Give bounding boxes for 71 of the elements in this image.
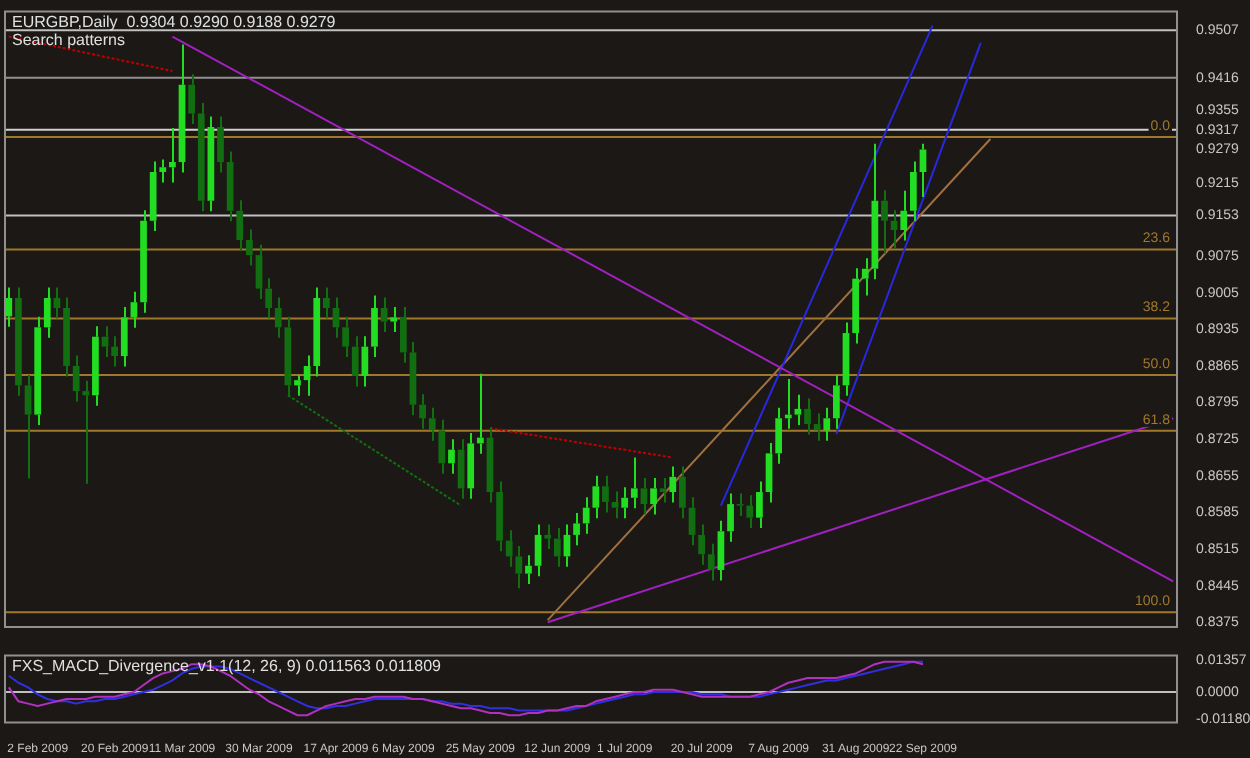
- candlestick: [197, 101, 205, 213]
- candlestick: [361, 335, 369, 388]
- candlestick: [274, 296, 282, 339]
- candlestick: [399, 305, 407, 364]
- candlestick: [140, 209, 147, 314]
- candlestick: [53, 286, 61, 320]
- candlestick: [794, 393, 802, 427]
- candlestick: [621, 486, 629, 520]
- candlestick: [823, 406, 831, 442]
- candlestick: [746, 494, 754, 530]
- candlestick: [351, 335, 359, 388]
- candlestick: [409, 340, 417, 417]
- chart-title: FXS_MACD_Divergence_v1.1(12, 26, 9) 0.011563 0.011809: [12, 656, 443, 675]
- candlestick: [476, 372, 484, 455]
- candlestick: [525, 554, 532, 586]
- candlestick: [833, 373, 840, 430]
- candlestick: [217, 115, 224, 174]
- candlestick: [43, 286, 51, 339]
- candlestick: [717, 519, 725, 582]
- candlestick: [592, 474, 600, 520]
- text: Search patterns: [12, 30, 125, 49]
- candlestick: [852, 267, 859, 345]
- candlestick: [804, 397, 811, 436]
- candlestick: [428, 406, 436, 442]
- candlestick: [371, 294, 378, 359]
- candlestick: [448, 438, 455, 475]
- candlestick: [707, 542, 715, 582]
- candlestick: [294, 373, 301, 397]
- candlestick: [640, 476, 648, 516]
- candlestick: [342, 315, 349, 359]
- candlestick: [582, 496, 590, 535]
- candlestick: [63, 296, 70, 378]
- candlestick: [380, 296, 388, 334]
- candlestick: [226, 150, 234, 223]
- candlestick: [323, 286, 330, 320]
- candlestick: [72, 354, 80, 403]
- candlestick: [553, 527, 561, 568]
- candlestick: [813, 412, 821, 442]
- candlestick: [679, 465, 686, 520]
- candlestick: [756, 480, 763, 530]
- candlestick: [467, 431, 475, 500]
- candlestick: [910, 160, 917, 223]
- candlestick: [120, 305, 128, 368]
- candlestick: [82, 379, 90, 485]
- candlestick: [15, 286, 22, 397]
- candlestick: [24, 373, 32, 480]
- candlestick: [92, 325, 99, 407]
- candlestick: [611, 490, 619, 520]
- chart-title: EURGBP,Daily 0.9304 0.9290 0.9188 0.9279: [12, 12, 337, 31]
- candlestick: [881, 189, 888, 255]
- candlestick: [34, 315, 42, 427]
- candlestick: [419, 393, 426, 430]
- candlestick: [698, 523, 706, 566]
- candlestick: [544, 523, 552, 551]
- candlestick: [246, 228, 253, 267]
- candlestick: [650, 476, 657, 516]
- candlestick: [169, 127, 176, 184]
- candlestick: [900, 189, 908, 242]
- candlestick: [236, 199, 244, 252]
- candlestick: [736, 492, 744, 518]
- candlestick: [573, 511, 580, 547]
- candlestick: [861, 257, 869, 297]
- candlestick: [188, 73, 196, 125]
- candlestick: [659, 476, 667, 504]
- candlestick: [390, 305, 398, 334]
- candlestick: [602, 474, 609, 514]
- candlestick: [630, 456, 638, 510]
- candlestick: [496, 480, 503, 553]
- candlestick: [438, 418, 446, 475]
- candlestick: [727, 492, 734, 543]
- candlestick: [669, 465, 677, 504]
